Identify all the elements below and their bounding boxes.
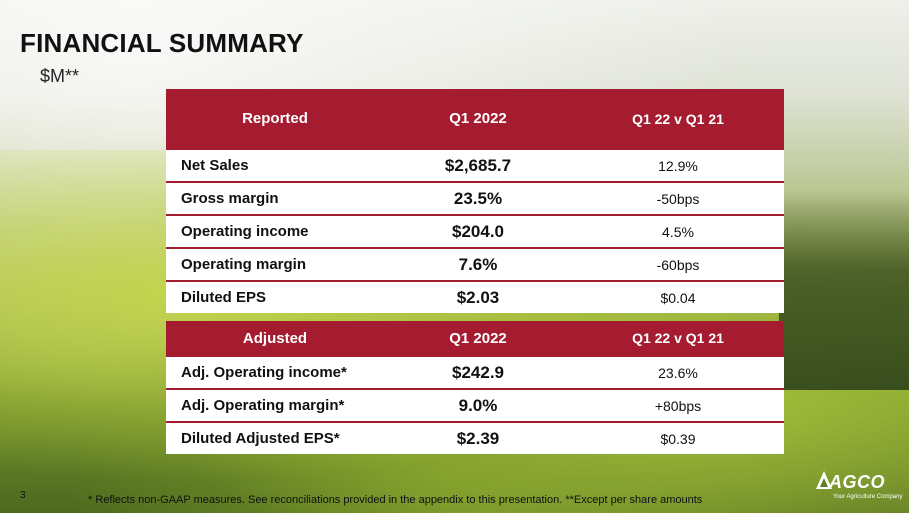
table-row: Operating income $204.0 4.5% bbox=[166, 214, 784, 247]
row-value: 23.5% bbox=[453, 188, 503, 208]
section-gap bbox=[166, 313, 784, 321]
row-value: $2,685.7 bbox=[444, 155, 512, 175]
agco-triangle-icon bbox=[816, 471, 832, 489]
row-value: 9.0% bbox=[458, 395, 498, 415]
row-change: $0.39 bbox=[660, 430, 696, 447]
row-change: 12.9% bbox=[658, 157, 698, 174]
footnote: * Reflects non-GAAP measures. See reconc… bbox=[88, 494, 703, 506]
adjusted-header-period: Q1 2022 bbox=[449, 329, 507, 347]
row-change: +80bps bbox=[654, 397, 702, 414]
adjusted-header-row: Adjusted Q1 2022 Q1 22 v Q1 21 bbox=[166, 321, 784, 355]
table-row: Diluted Adjusted EPS* $2.39 $0.39 bbox=[166, 421, 784, 454]
row-change: $0.04 bbox=[660, 289, 696, 306]
agco-logo: AGCO Your Agriculture Company bbox=[811, 470, 903, 506]
adjusted-header-change: Q1 22 v Q1 21 bbox=[632, 330, 724, 346]
table-row: Adj. Operating margin* 9.0% +80bps bbox=[166, 388, 784, 421]
row-change: 4.5% bbox=[662, 223, 694, 240]
reported-header-change: Q1 22 v Q1 21 bbox=[632, 110, 724, 127]
row-label: Operating margin bbox=[181, 256, 307, 273]
page-title: FINANCIAL SUMMARY bbox=[20, 28, 304, 58]
row-label: Diluted Adjusted EPS* bbox=[181, 430, 340, 447]
table-row: Net Sales $2,685.7 12.9% bbox=[166, 148, 784, 181]
row-label: Operating income bbox=[181, 223, 309, 240]
row-change: 23.6% bbox=[658, 364, 698, 381]
table-row: Diluted EPS $2.03 $0.04 bbox=[166, 280, 784, 313]
row-value: 7.6% bbox=[458, 254, 498, 274]
table-row: Gross margin 23.5% -50bps bbox=[166, 181, 784, 214]
row-label: Gross margin bbox=[181, 190, 279, 207]
row-label: Adj. Operating income* bbox=[181, 364, 347, 381]
reported-header-period: Q1 2022 bbox=[449, 110, 507, 127]
page-subtitle: $M** bbox=[40, 66, 80, 86]
reported-header-label: Reported bbox=[242, 110, 308, 127]
reported-header-row: Reported Q1 2022 Q1 22 v Q1 21 bbox=[166, 89, 784, 148]
financial-summary-table: Reported Q1 2022 Q1 22 v Q1 21 Net Sales… bbox=[166, 89, 784, 454]
logo-tagline: Your Agriculture Company bbox=[833, 494, 903, 500]
table-row: Adj. Operating income* $242.9 23.6% bbox=[166, 355, 784, 388]
background-trees bbox=[779, 190, 909, 390]
row-change: -50bps bbox=[656, 190, 700, 207]
page-number: 3 bbox=[20, 490, 26, 501]
row-value: $242.9 bbox=[452, 362, 504, 382]
table-row: Operating margin 7.6% -60bps bbox=[166, 247, 784, 280]
row-change: -60bps bbox=[656, 256, 700, 273]
row-value: $2.03 bbox=[456, 287, 500, 307]
adjusted-header-label: Adjusted bbox=[242, 329, 308, 347]
row-label: Net Sales bbox=[181, 157, 249, 174]
row-label: Adj. Operating margin* bbox=[181, 397, 345, 414]
row-value: $204.0 bbox=[452, 221, 504, 241]
row-label: Diluted EPS bbox=[181, 289, 267, 306]
logo-name: AGCO bbox=[829, 472, 885, 492]
row-value: $2.39 bbox=[456, 428, 500, 448]
